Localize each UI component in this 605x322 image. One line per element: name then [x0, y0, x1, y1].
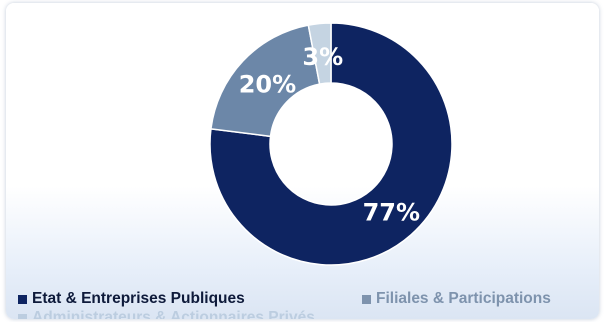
donut-chart: 77% 20%3%: [209, 22, 453, 266]
legend-item-administrateurs: Administrateurs & Actionnaires Privés: [18, 309, 315, 319]
legend-swatch-etat: [18, 294, 27, 304]
donut-label-etat: 77%: [363, 198, 420, 226]
donut-slice-administrateurs: [307, 22, 332, 85]
legend-label-administrateurs: Administrateurs & Actionnaires Privés: [32, 309, 315, 319]
legend-label-etat: Etat & Entreprises Publiques: [32, 290, 245, 307]
donut-slice-etat: [209, 22, 453, 266]
donut-label-filiales: 20%: [239, 70, 296, 98]
donut-slice-filiales: [210, 24, 321, 138]
legend-label-filiales: Filiales & Participations: [376, 290, 551, 307]
donut-label-administrateurs: 3%: [302, 43, 343, 71]
chart-frame: 77% 20% 3% Etat & Entreprises Publiques Fi…: [6, 3, 599, 319]
legend-item-etat: Etat & Entreprises Publiques: [18, 290, 245, 308]
legend-item-filiales: Filiales & Participations: [362, 290, 551, 308]
legend-swatch-filiales: [362, 294, 371, 304]
legend-swatch-administrateurs: [18, 313, 27, 319]
